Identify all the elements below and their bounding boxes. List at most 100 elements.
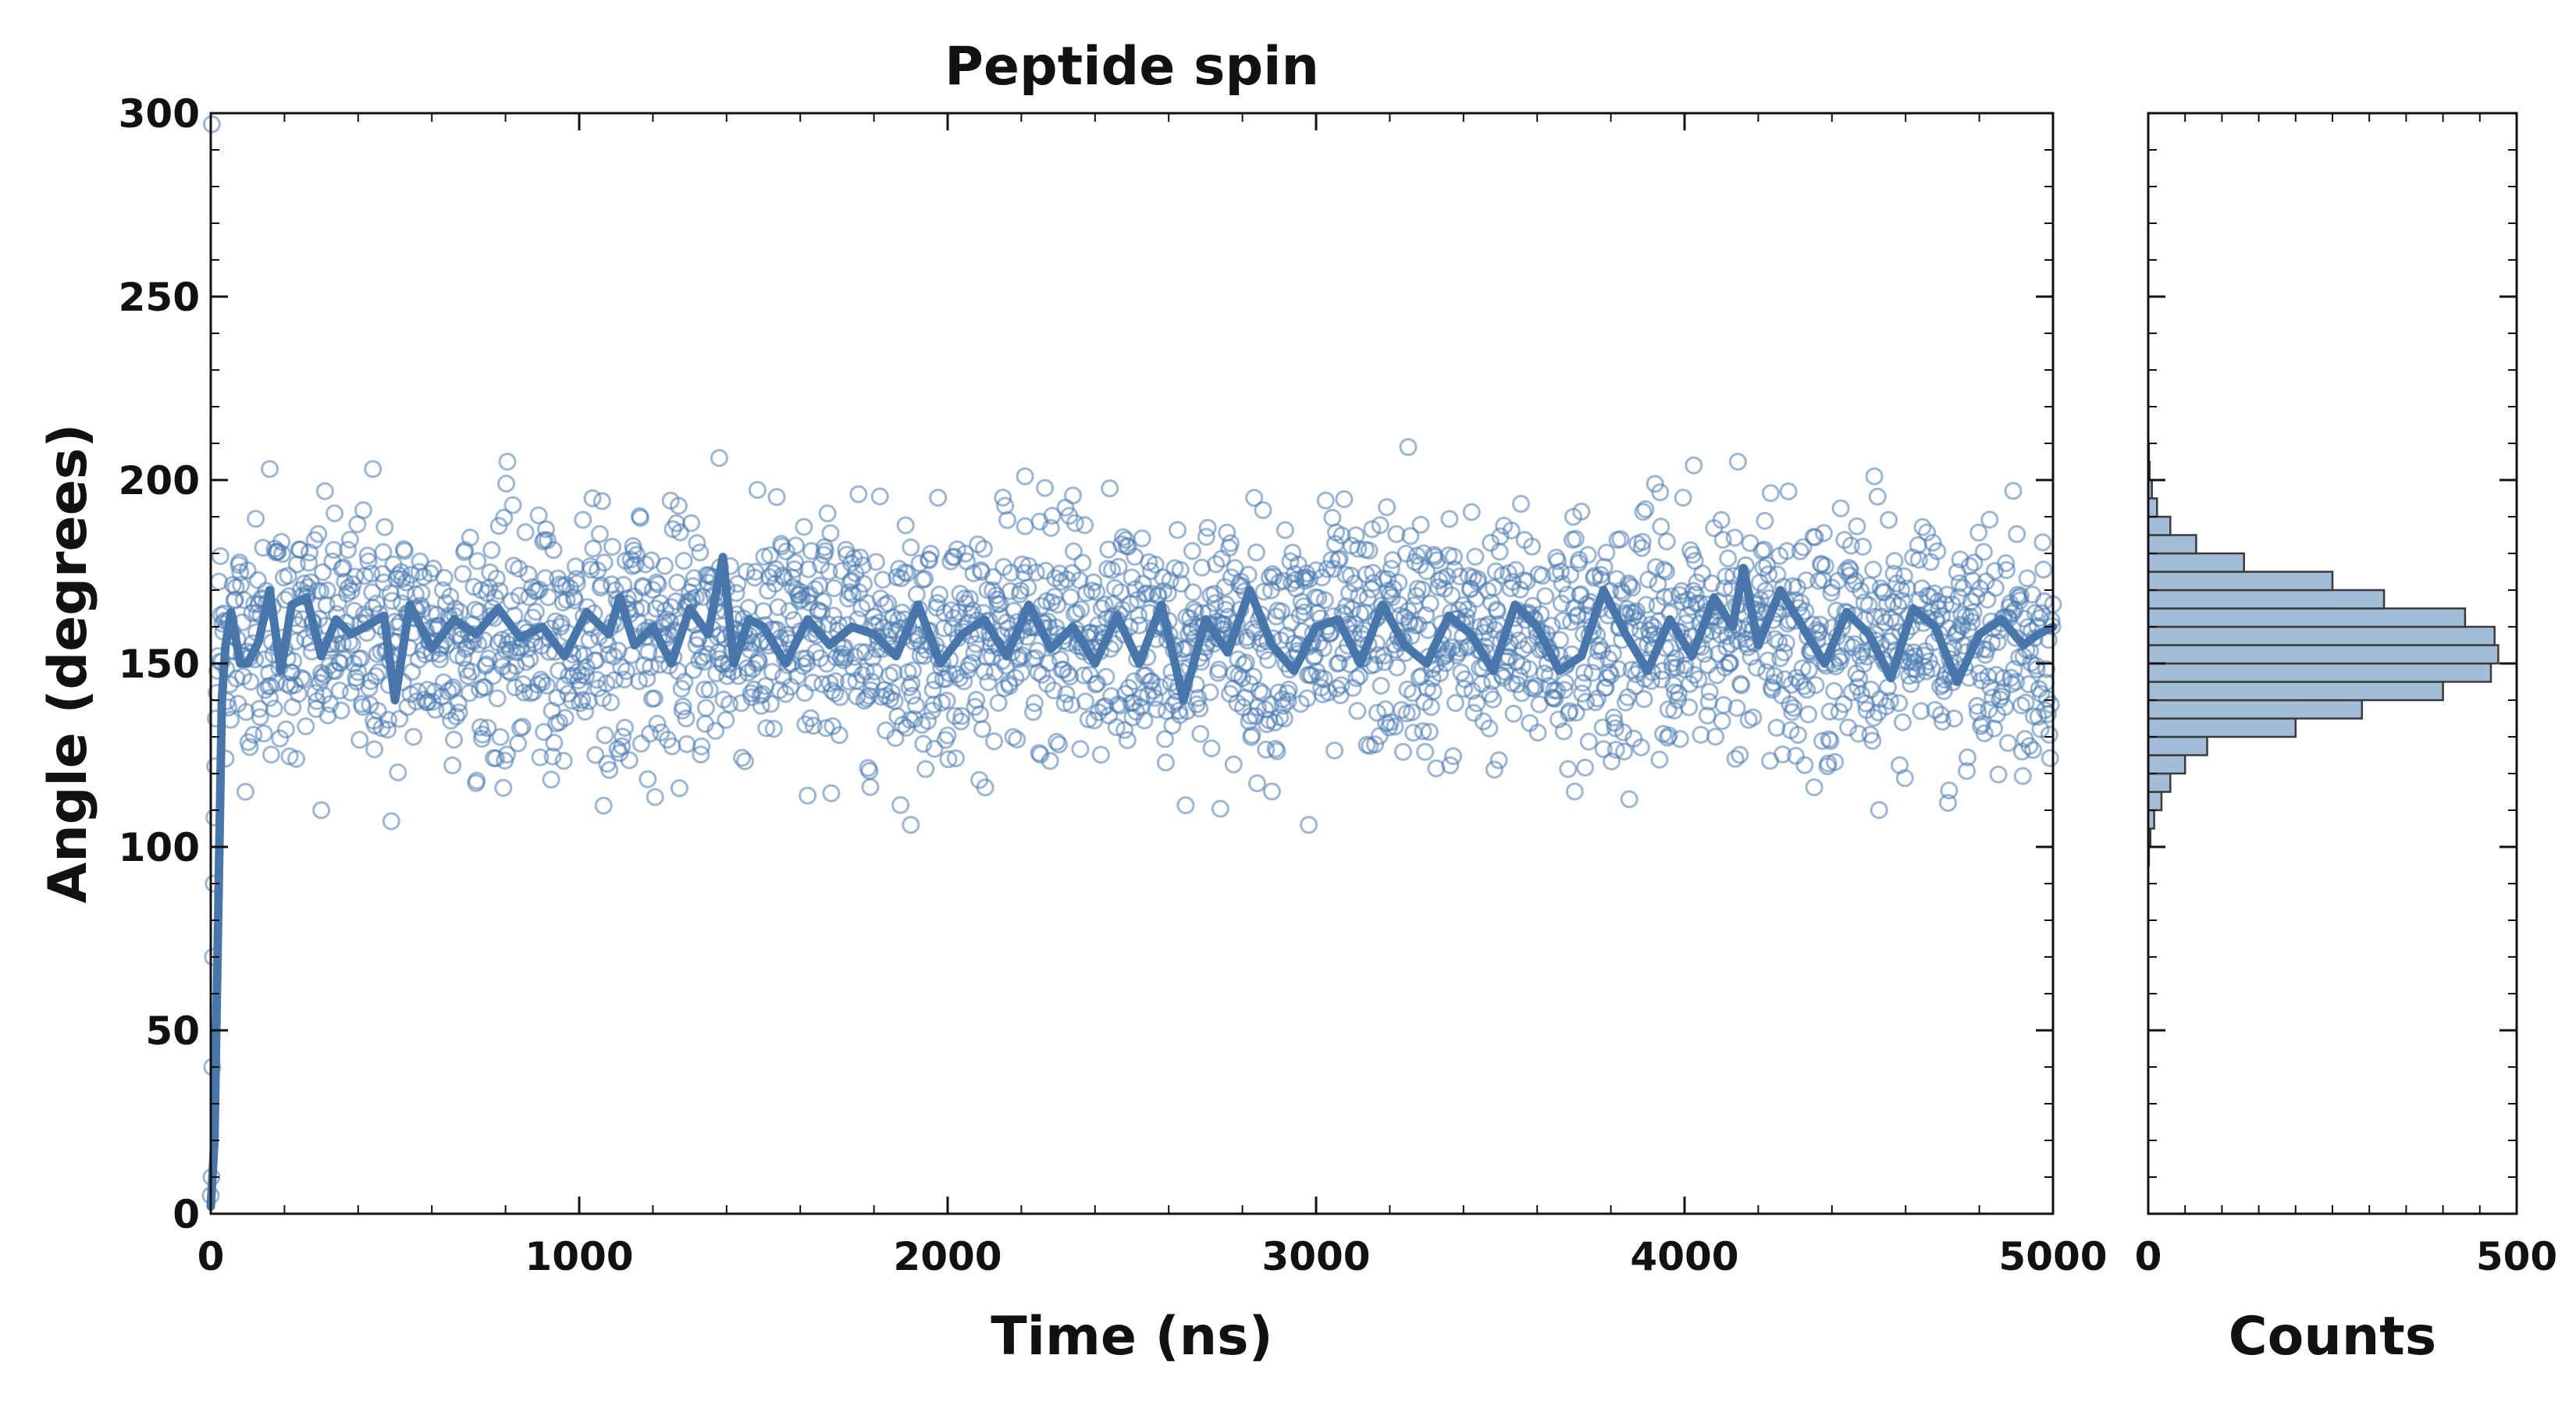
angle-point	[1101, 479, 1119, 498]
angle-point	[596, 726, 614, 745]
angle-point	[1281, 552, 1300, 571]
angle-point	[1245, 489, 1264, 507]
angle-point	[1719, 549, 1738, 567]
angle-point	[1676, 656, 1695, 674]
angle-point	[1399, 438, 1418, 457]
angle-point	[801, 709, 820, 727]
angle-point	[1198, 518, 1217, 537]
angle-point	[300, 553, 318, 572]
angle-point	[1890, 694, 1909, 713]
angle-point	[1909, 550, 1928, 569]
angle-point	[1784, 699, 1803, 717]
angle-point	[984, 567, 1002, 586]
angle-point	[1325, 742, 1344, 759]
angle-point	[369, 663, 388, 681]
angle-point	[929, 489, 948, 507]
angle-point	[1791, 593, 1810, 612]
angle-point	[1294, 597, 1313, 616]
angle-point	[1476, 617, 1495, 635]
angle-point	[1700, 682, 1719, 701]
angle-point	[799, 560, 818, 578]
angle-point	[710, 449, 728, 468]
angle-point	[1939, 794, 1957, 813]
angle-point	[1660, 726, 1678, 745]
angle-point	[985, 732, 1003, 751]
angle-point	[1940, 781, 1959, 800]
angle-point	[767, 488, 786, 507]
angle-point	[1250, 681, 1268, 700]
angle-point	[590, 525, 609, 543]
angle-point	[787, 536, 805, 555]
histogram-bar	[2147, 607, 2467, 628]
angle-point	[1932, 706, 1950, 724]
angle-point	[930, 585, 949, 604]
angle-point	[670, 779, 688, 798]
angle-point	[1364, 564, 1382, 582]
angle-point	[247, 510, 265, 528]
angle-point	[1386, 717, 1404, 736]
angle-point	[526, 603, 545, 621]
angle-point	[1631, 738, 1650, 756]
angle-point	[1925, 584, 1944, 603]
histogram-bars	[2147, 442, 2500, 866]
angle-point	[1401, 527, 1420, 546]
angle-point	[1880, 510, 1898, 529]
angle-point	[956, 544, 975, 563]
angle-point	[1347, 526, 1365, 545]
angle-point	[994, 489, 1012, 507]
angle-point	[393, 570, 411, 589]
angle-point	[602, 693, 621, 712]
y-axis-label: Angle (degrees)	[37, 424, 99, 904]
angle-point	[822, 784, 841, 802]
angle-point	[1147, 700, 1166, 719]
angle-point	[1721, 653, 1739, 672]
angle-point	[1488, 602, 1507, 621]
angle-point	[1161, 571, 1179, 590]
angle-point	[896, 516, 915, 535]
angle-point	[1852, 582, 1870, 600]
angle-point	[290, 540, 309, 559]
angle-point	[1811, 615, 1830, 634]
chart-title: Peptide spin	[945, 36, 1319, 98]
angle-point	[2040, 725, 2058, 744]
histogram-bar	[2147, 717, 2297, 738]
angle-point	[902, 816, 920, 834]
angle-point	[1594, 740, 1613, 759]
angle-point	[752, 696, 770, 715]
angle-point	[795, 518, 813, 536]
angle-point	[1514, 640, 1532, 659]
angle-point	[1959, 748, 1976, 767]
angle-point	[1756, 511, 1774, 530]
angle-point	[1087, 583, 1106, 602]
angle-point	[1728, 453, 1747, 471]
angle-point	[1568, 606, 1587, 624]
angle-point	[1656, 562, 1675, 581]
angle-point	[382, 812, 400, 831]
angle-point	[1114, 528, 1133, 546]
running-average-line	[206, 553, 2058, 1211]
angle-point	[449, 694, 468, 713]
angle-point	[1076, 516, 1094, 535]
angle-point	[1814, 524, 1833, 542]
angle-point	[946, 749, 965, 767]
angle-point	[1275, 710, 1293, 727]
angle-point	[1076, 692, 1094, 711]
angle-point	[1615, 742, 1634, 761]
angle-point	[1637, 596, 1656, 614]
angle-point	[1978, 590, 1997, 609]
angle-point	[1450, 567, 1469, 585]
angle-point	[1895, 567, 1913, 585]
angle-point	[1262, 782, 1281, 801]
angle-point	[925, 739, 944, 758]
angle-point	[991, 595, 1009, 614]
angle-point	[692, 737, 711, 756]
angle-point	[2008, 525, 2026, 543]
angle-point	[447, 707, 465, 726]
angle-point	[1444, 747, 1463, 766]
angle-point	[1012, 555, 1031, 574]
angle-point	[1657, 532, 1676, 551]
angle-point	[1044, 681, 1063, 699]
angle-point	[1642, 615, 1660, 634]
angle-point	[686, 588, 705, 606]
angle-point	[1714, 695, 1733, 714]
